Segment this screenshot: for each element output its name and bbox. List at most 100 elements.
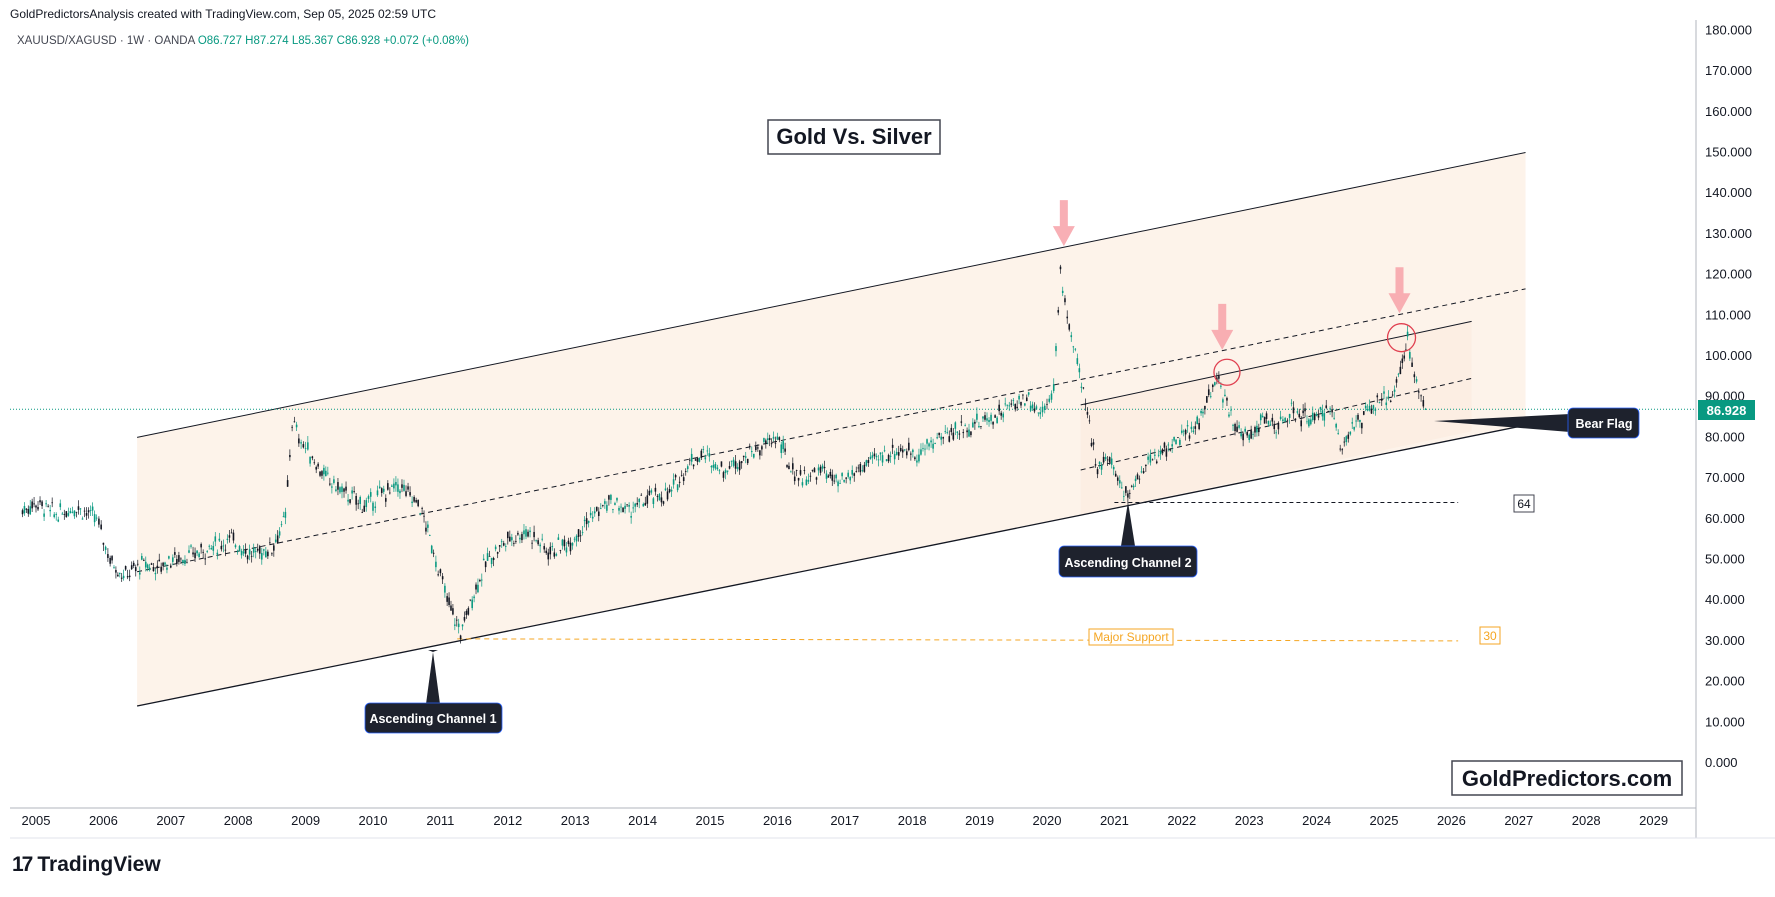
tradingview-logo[interactable]: 17 TradingView [12,853,161,877]
candle-body [680,474,683,476]
candle-body [117,574,119,577]
candle-body [817,467,820,471]
year-tick-label: 2023 [1235,813,1264,828]
year-tick-label: 2008 [224,813,253,828]
candle-body [1147,456,1149,460]
time-axis-ticks: 2005 2006 2007 2008 2009 2010 2011 2012 2013 2014… [22,813,1669,828]
candle-body [184,559,186,564]
candle-body [837,481,839,487]
candle-body [282,516,285,518]
candle-body [1222,399,1224,403]
candle-body [376,490,379,496]
price-tick-label: 40.000 [1705,592,1745,607]
candle-body [660,497,663,503]
channel-1-mid-line[interactable] [137,288,1526,573]
price-tick-label: 100.000 [1705,348,1752,363]
candle-body [31,501,33,509]
price-tick-label: 180.000 [1705,22,1752,37]
candle-body [222,545,225,547]
candle-body [1088,420,1091,422]
candle-body [484,561,487,568]
candle-body [446,596,448,602]
candle-body [1252,434,1254,435]
candle-body [1057,310,1060,313]
candle-body [204,558,206,560]
channel-1-lower-line[interactable] [136,424,1526,707]
candle-body [457,623,460,628]
year-tick-label: 2011 [426,813,454,828]
bear-flag-callout[interactable] [1567,407,1640,439]
candle-body [666,491,669,500]
candle-body [1096,469,1099,475]
candle-body [174,552,176,555]
price-tick-label: 120.000 [1705,267,1752,282]
candle-body [899,447,902,451]
candle-body [98,518,100,525]
channel-1-callout[interactable] [364,702,503,734]
candle-body [1254,426,1256,433]
candle-body [182,559,184,563]
candle-body [883,450,886,452]
candle-body [1347,434,1350,439]
candle-body [158,559,161,562]
candle-body [940,436,942,440]
candle-body [656,496,659,497]
candle-body [124,566,127,570]
candle-body [579,535,582,537]
candle-body [150,563,153,565]
candle-body [720,461,723,467]
candle-body [1048,398,1051,402]
candle-body [89,510,92,511]
candle-body [104,546,107,550]
candle-body [212,545,215,551]
candle-body [1296,411,1299,413]
candle-body [970,431,972,436]
major-support-line[interactable] [457,638,1459,642]
candle-body [170,565,172,568]
candle-body [49,509,51,512]
symbol-name[interactable]: XAUUSD/XAGUSD · 1W · OANDA [17,35,195,47]
candle-body [591,516,594,519]
candle-body [1070,335,1073,338]
candle-body [226,538,229,540]
candle-body [1092,442,1095,445]
candle-body [395,481,397,486]
candle-body [795,470,798,471]
candle-body [692,464,695,467]
candle-body [914,457,916,460]
candle-body [357,503,359,505]
candle-body [753,453,755,458]
candle-body [304,447,307,449]
candle-body [1389,400,1392,402]
candle-body [652,498,655,505]
candle-body [1098,461,1101,465]
symbol-info: XAUUSD/XAGUSD · 1W · OANDA O86.727 H87.2… [17,35,469,47]
candle-body [581,532,584,534]
candle-body [1159,450,1162,455]
candle-body [811,469,814,471]
candle-body [644,502,647,506]
channel-2-upper-line[interactable] [1080,320,1472,406]
candle-body [1232,424,1234,426]
candle-body [467,608,470,615]
channel-2-mid-line[interactable] [1080,377,1472,471]
candle-body [280,524,283,526]
candle-body [624,505,626,509]
price-tick-label: 70.000 [1705,470,1745,485]
bear-flag-callout-label: Bear Flag [1576,417,1633,431]
candle-body [507,531,509,539]
candle-body [29,506,32,515]
candle-body [563,539,566,547]
candle-body [545,550,548,554]
channel-2-callout[interactable] [1058,545,1198,578]
candle-body [1282,419,1284,422]
candle-body [61,513,64,515]
candle-body [190,545,192,547]
candle-body [1413,374,1416,378]
channel-1-upper-line[interactable] [136,152,1526,438]
candle-body [113,567,115,569]
candle-body [1364,405,1367,409]
candle-body [267,551,269,557]
candle-body [1273,423,1276,430]
